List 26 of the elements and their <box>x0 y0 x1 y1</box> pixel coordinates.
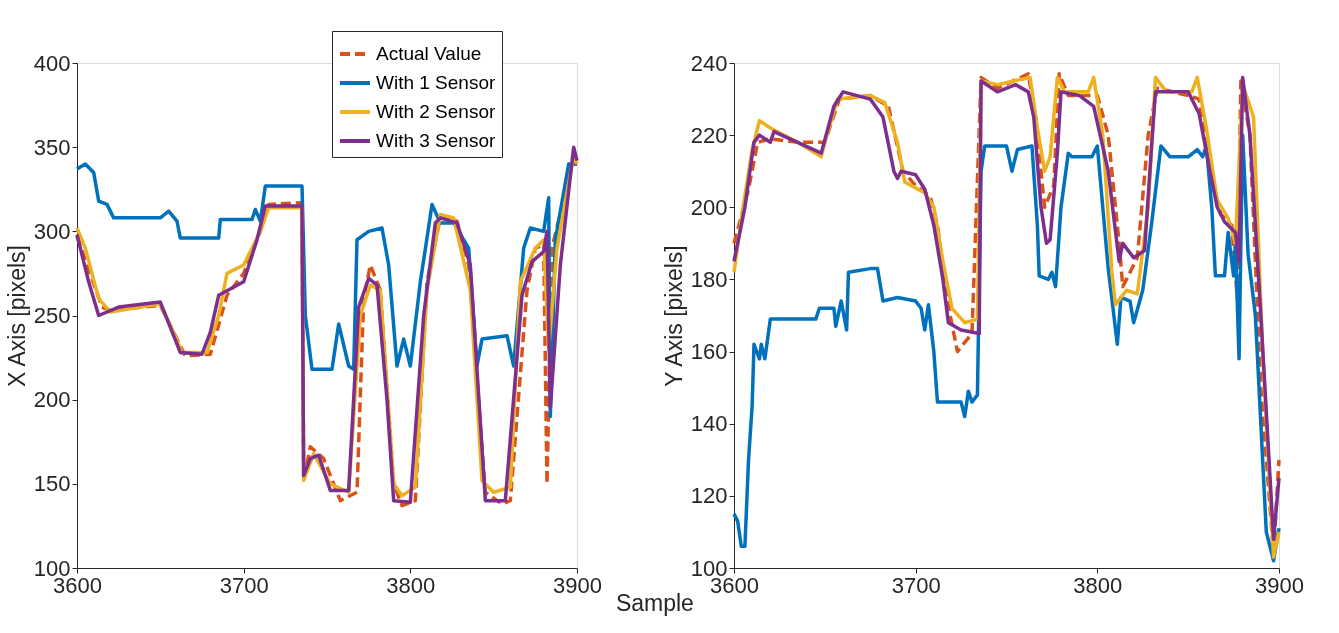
x-tick-label: 3900 <box>1255 572 1304 598</box>
y-tick-label: 200 <box>690 194 728 220</box>
x-axis-title: Sample <box>615 589 694 616</box>
y-tick-label: 180 <box>690 266 728 292</box>
y-tick-label: 240 <box>690 50 728 76</box>
y-tick-label: 150 <box>33 471 71 497</box>
legend-label: With 2 Sensor <box>376 101 496 122</box>
y-tick-label: 120 <box>690 483 728 509</box>
y-tick-label: 250 <box>33 303 71 328</box>
legend-label: Actual Value <box>376 43 482 64</box>
y-tick-label: 200 <box>33 387 71 413</box>
y-tick-label: 300 <box>33 218 71 244</box>
y-axis-title: Y Axis [pixels] <box>660 245 687 387</box>
legend-label: With 1 Sensor <box>376 72 496 93</box>
y-tick-label: 220 <box>690 122 728 148</box>
y-tick-label: 350 <box>33 134 71 160</box>
y-tick-label: 160 <box>690 339 728 365</box>
x-tick-label: 3700 <box>219 572 269 598</box>
x-tick-label: 3700 <box>891 572 941 598</box>
y-axis-title: X Axis [pixels] <box>3 245 30 387</box>
y-tick-label: 140 <box>690 411 728 437</box>
x-tick-label: 3900 <box>553 572 602 598</box>
x-tick-label: 3800 <box>1073 572 1123 598</box>
legend-label: With 3 Sensor <box>376 130 496 151</box>
x-tick-label: 3800 <box>386 572 436 598</box>
y-tick-label: 400 <box>33 50 71 76</box>
